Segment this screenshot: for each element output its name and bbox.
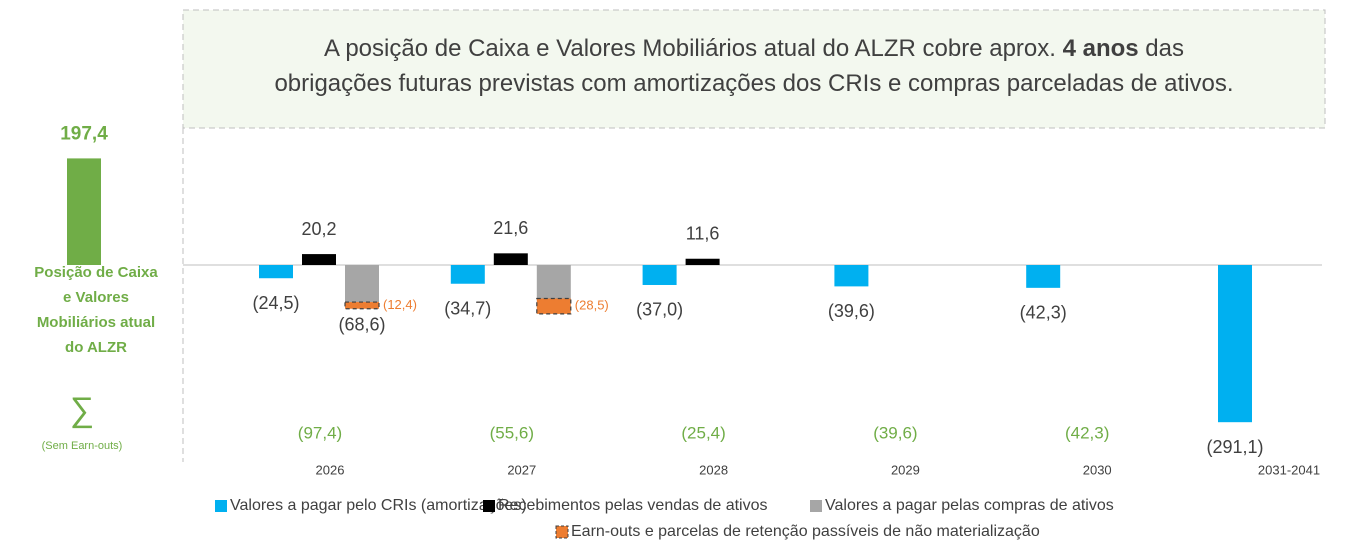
value-label: 11,6 (686, 223, 720, 243)
total-label: (42,3) (1065, 423, 1109, 442)
cash-bar (67, 158, 101, 265)
bar (685, 258, 720, 265)
bar (536, 265, 571, 299)
bar (302, 254, 336, 265)
legend-label: Valores a pagar pelas compras de ativos (825, 497, 1114, 514)
annotation-part: das (1139, 35, 1184, 62)
bar (1218, 265, 1252, 423)
annotation-box (182, 9, 1326, 129)
total-label: (55,6) (490, 423, 534, 442)
cash-name: e Valores (63, 289, 129, 306)
bar (450, 265, 485, 284)
total-label: (39,6) (873, 423, 917, 442)
bar (536, 297, 572, 315)
legend-swatch (215, 500, 227, 512)
value-label: (37,0) (636, 300, 683, 320)
cash-name: do ALZR (65, 339, 127, 356)
total-label: (97,4) (298, 423, 342, 442)
legend-label: Valores a pagar pelo CRIs (amortizações) (230, 497, 527, 514)
value-label: (42,3) (1020, 303, 1067, 323)
x-tick-label: 2029 (891, 462, 920, 477)
value-label: 21,6 (493, 218, 528, 238)
bar (259, 265, 293, 279)
value-label: (24,5) (252, 293, 299, 313)
x-tick-label: 2028 (699, 462, 728, 477)
bar (345, 265, 379, 303)
cash-name: Mobiliários atual (37, 314, 155, 331)
legend-label: Earn-outs e parcelas de retenção passíve… (571, 523, 1040, 540)
annotation: obrigações futuras previstas com amortiz… (274, 70, 1233, 97)
legend-swatch (483, 500, 495, 512)
totals-note: (Sem Earn-outs) (42, 440, 123, 452)
value-label: (12,4) (383, 297, 417, 312)
legend-swatch (555, 525, 569, 539)
bar (642, 265, 677, 285)
x-tick-label: 2026 (316, 462, 345, 477)
value-label: (291,1) (1206, 437, 1263, 457)
bar (834, 265, 869, 287)
value-label: 20,2 (301, 219, 336, 239)
x-tick-label: 2031-2041 (1258, 462, 1320, 477)
bar (493, 253, 528, 265)
value-label: (68,6) (338, 314, 385, 334)
legend-label: Recebimentos pelas vendas de ativos (498, 497, 768, 514)
cash-label: 197,4 (60, 123, 108, 144)
value-label: (28,5) (575, 298, 609, 313)
annotation: A posição de Caixa e Valores Mobiliários… (324, 35, 1184, 62)
totals-symbol: ∑ (70, 391, 94, 429)
annotation-part: A posição de Caixa e Valores Mobiliários… (324, 35, 1063, 62)
x-tick-label: 2030 (1083, 462, 1112, 477)
cash-name: Posição de Caixa (34, 264, 158, 281)
annotation-part: obrigações futuras previstas com amortiz… (274, 70, 1233, 97)
legend-swatch (810, 500, 822, 512)
value-label: (39,6) (828, 301, 875, 321)
value-label: (34,7) (444, 298, 491, 318)
bar (344, 301, 380, 310)
annotation-part: 4 anos (1063, 35, 1139, 62)
total-label: (25,4) (681, 423, 725, 442)
bar (1026, 265, 1061, 288)
x-tick-label: 2027 (507, 462, 536, 477)
